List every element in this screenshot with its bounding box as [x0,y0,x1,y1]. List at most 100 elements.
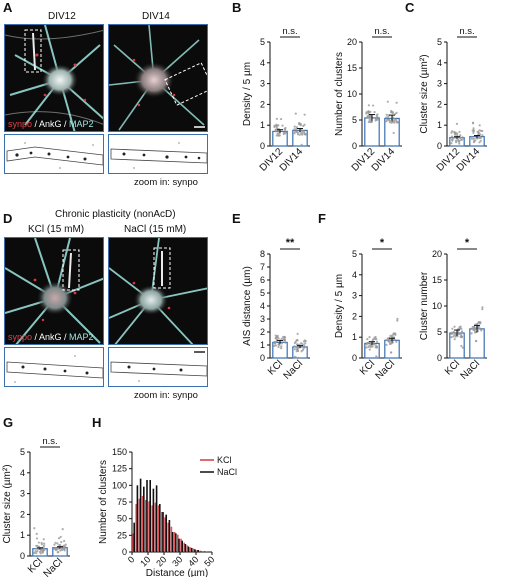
chart-g-point [57,537,61,540]
chart-f1-point [365,346,368,349]
panel-a-label-right: DIV14 [142,11,170,22]
chart-g-point [59,535,62,538]
chart-f1-point [376,356,379,360]
chart-b2-point [367,112,370,115]
chart-g-point [57,550,60,554]
chart-e-point [304,342,307,345]
chart-b2-point [368,115,371,119]
chart-h-xtick-label: 10 [138,554,152,568]
chart-b2-ytick-label: 10 [347,89,357,99]
chart-e-ytick-label: 2 [260,327,265,337]
chart-h-bar-kcl [135,504,137,552]
chart-h-bar-nacl [168,520,171,552]
chart-g-ytick-label: 4 [20,468,25,478]
chart-e-point [282,335,285,339]
chart-f1-point [385,343,388,346]
chart-e-ytick-label: 3 [260,314,265,324]
chart-g-point [33,527,36,530]
chart-b2-ylabel: Number of clusters [334,52,345,136]
chart-f1-point [373,336,376,339]
chart-g-point [37,541,40,544]
chart-b2-point [395,111,398,114]
chart-c-point [471,121,475,124]
panel-d-title: Chronic plasticity (nonAcD) [55,209,176,220]
chart-f2-xtick-label: NaCl [459,358,483,382]
chart-e-point [273,344,276,347]
chart-c-point [461,138,464,141]
panel-a-letter: A [3,0,13,15]
chart-h-bar-kcl [157,505,160,552]
chart-g-point [57,547,60,550]
micrograph-kcl-art [5,238,103,344]
chart-g-ytick-label: 0 [20,551,25,561]
chart-g-point [39,552,42,555]
chart-g-sig-label: n.s. [42,436,57,447]
chart-e-ytick-label: 8 [260,249,265,259]
chart-f1-sig-label: * [380,237,385,249]
chart-h-bar-kcl [193,548,195,552]
chart-b2-point [365,111,368,114]
chart-h-bar-kcl [141,496,144,552]
chart-b1-point [298,122,301,125]
chart-f1-ytick-label: 1 [352,332,357,342]
chart-b1-point [279,117,283,121]
chart-f1-point [375,340,379,343]
chart-c-sig-label: n.s. [459,26,474,37]
chart-h-bar-nacl [197,550,199,552]
legend-synpo: synpo [8,332,33,342]
chart-c-point [458,130,461,134]
zoom-div14 [108,134,208,174]
chart-g-point [35,532,38,536]
chart-b1-point [296,131,300,134]
legend-ankg: / AnkG / [32,119,70,129]
chart-g-point [36,544,39,548]
micrograph-nacl-art [109,238,207,344]
chart-f1-point [396,317,399,320]
chart-c-point [470,137,474,140]
chart-h-bar-kcl [205,551,208,552]
micrograph-div14-art [109,25,207,131]
panel-d-zoom-caption: zoom in: synpo [134,390,198,401]
chart-b1-point [283,127,286,131]
chart-f2-point [461,346,464,349]
chart-c-point [453,133,457,136]
chart-f1-ytick-label: 5 [352,249,357,259]
chart-e-point [280,345,283,348]
micrograph-div14 [108,24,208,132]
chart-b1-ytick-label: 4 [260,58,265,68]
chart-e-point [280,342,284,345]
chart-b2-point [388,119,392,122]
chart-f1-point [388,340,391,343]
chart-g-point [35,537,39,540]
chart-c-ytick-label: 2 [437,99,442,109]
chart-h-bar-kcl [138,498,141,552]
chart-h-ylabel: Number of clusters [98,460,109,544]
chart-f1-point [375,346,378,349]
chart-c-point [455,122,459,126]
chart-c-point [478,129,481,132]
chart-f2-point [451,331,454,334]
zoom-nacl-art [110,351,207,382]
chart-f1-ytick-label: 3 [352,291,357,301]
chart-b1-point [301,133,304,136]
chart-b2-ytick-label: 20 [347,37,357,47]
chart-e-point [274,337,277,340]
chart-c-point [461,136,464,139]
chart-b2-point [385,120,388,123]
chart-e-point [280,337,283,340]
chart-b1-point [303,130,306,133]
chart-h-ytick-label: 25 [117,530,127,540]
chart-g-point [56,542,59,545]
chart-b1-xtick-label: DIV14 [278,146,306,174]
chart-e-point [296,343,299,346]
chart-h-bar-nacl [149,480,151,552]
chart-b2-point [373,111,376,114]
chart-h-bar-nacl [187,546,190,552]
chart-f2-point [459,333,463,337]
chart-e-point [300,350,303,353]
chart-f2-point [473,331,477,334]
chart-h-xtick-label: 30 [170,554,184,568]
micrograph-div12: synpo / AnkG / MAP2 [4,24,104,132]
chart-e-point [274,340,277,344]
chart-c-point [479,136,482,140]
